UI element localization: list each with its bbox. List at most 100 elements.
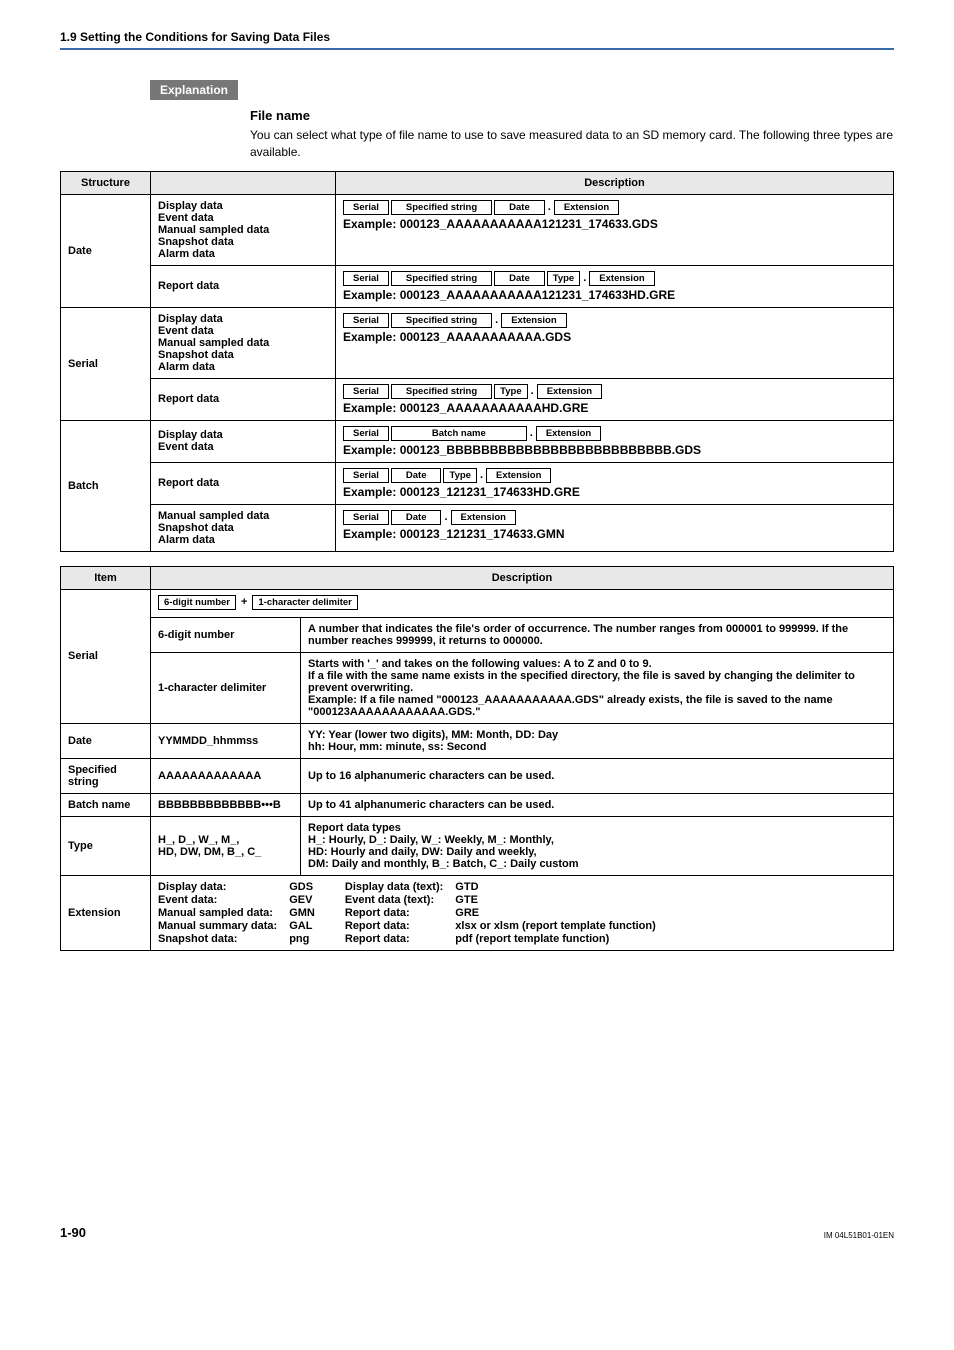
- ext-l-v1: GDS: [289, 881, 315, 893]
- serial-types-2: Report data: [151, 378, 336, 420]
- ext-l-v2: GEV: [289, 894, 315, 906]
- part-date: Date: [494, 200, 545, 215]
- explanation-tag: Explanation: [150, 80, 238, 100]
- part-6digit: 6-digit number: [158, 595, 236, 610]
- batch-desc-3: Serial Date . Extension Example: 000123_…: [336, 504, 894, 551]
- serial-1char-name: 1-character delimiter: [151, 652, 301, 723]
- part-serial: Serial: [343, 426, 389, 441]
- ext-l-k4: Manual summary data:: [158, 920, 277, 932]
- ext-r-v3: GRE: [455, 907, 655, 919]
- item-date: Date: [61, 723, 151, 758]
- ext-l-v5: png: [289, 933, 315, 945]
- specstr-val: AAAAAAAAAAAAA: [151, 758, 301, 793]
- serial-6digit-name: 6-digit number: [151, 617, 301, 652]
- part-ext: Extension: [501, 313, 566, 328]
- part-type: Type: [494, 384, 527, 399]
- ext-l-v3: GMN: [289, 907, 315, 919]
- dot: .: [494, 314, 499, 326]
- ext-r-k1: Display data (text):: [345, 881, 443, 893]
- ext-r-k3: Report data:: [345, 907, 443, 919]
- ext-r-k2: Event data (text):: [345, 894, 443, 906]
- ext-desc: Display data: GDS Event data: GEV Manual s…: [151, 875, 894, 950]
- filename-heading: File name: [250, 108, 894, 123]
- item-type: Type: [61, 816, 151, 875]
- filename-intro: You can select what type of file name to…: [250, 127, 894, 161]
- date-types-1: Display data Event data Manual sampled d…: [151, 194, 336, 265]
- part-ext: Extension: [451, 510, 516, 525]
- struct-batch: Batch: [61, 420, 151, 551]
- serial-6digit-desc: A number that indicates the file's order…: [301, 617, 894, 652]
- ext-l-k2: Event data:: [158, 894, 277, 906]
- date-desc: YY: Year (lower two digits), MM: Month, …: [301, 723, 894, 758]
- structure-table: Structure Description Date Display data …: [60, 171, 894, 552]
- ext-r-k4: Report data:: [345, 920, 443, 932]
- batch-ex-2: Example: 000123_121231_174633HD.GRE: [343, 485, 886, 499]
- ext-l-k1: Display data:: [158, 881, 277, 893]
- batch-desc-2: Serial Date Type . Extension Example: 00…: [336, 462, 894, 504]
- batchname-desc: Up to 41 alphanumeric characters can be …: [301, 793, 894, 816]
- footer-doc: IM 04L51B01-01EN: [824, 1231, 894, 1240]
- part-ext: Extension: [589, 271, 654, 286]
- part-date: Date: [391, 468, 442, 483]
- part-type: Type: [547, 271, 580, 286]
- ext-r-v1: GTD: [455, 881, 655, 893]
- type-desc: Report data types H_: Hourly, D_: Daily,…: [301, 816, 894, 875]
- batch-types-3: Manual sampled data Snapshot data Alarm …: [151, 504, 336, 551]
- date-ex-1: Example: 000123_AAAAAAAAAAA121231_174633…: [343, 217, 886, 231]
- part-date: Date: [494, 271, 545, 286]
- date-val: YYMMDD_hhmmss: [151, 723, 301, 758]
- serial-desc-1: Serial Specified string . Extension Exam…: [336, 307, 894, 378]
- serial-ex-1: Example: 000123_AAAAAAAAAAA.GDS: [343, 330, 886, 344]
- serial-1char-desc: Starts with '_' and takes on the followi…: [301, 652, 894, 723]
- dot: .: [443, 511, 448, 523]
- part-serial: Serial: [343, 200, 389, 215]
- batch-types-1: Display data Event data: [151, 420, 336, 462]
- footer-page: 1-90: [60, 1225, 86, 1240]
- dot: .: [529, 427, 534, 439]
- item-table: Item Description Serial 6-digit number +…: [60, 566, 894, 951]
- ext-r-v2: GTE: [455, 894, 655, 906]
- th-structure: Structure: [61, 171, 151, 194]
- ext-l-k5: Snapshot data:: [158, 933, 277, 945]
- ext-l-k3: Manual sampled data:: [158, 907, 277, 919]
- item-ext: Extension: [61, 875, 151, 950]
- part-date: Date: [391, 510, 442, 525]
- item-specstr: Specified string: [61, 758, 151, 793]
- dot: .: [547, 201, 552, 213]
- struct-date: Date: [61, 194, 151, 307]
- serial-top: 6-digit number + 1-character delimiter: [151, 589, 894, 617]
- date-desc-1: Serial Specified string Date . Extension…: [336, 194, 894, 265]
- part-spec: Specified string: [391, 384, 492, 399]
- date-desc-2: Serial Specified string Date Type . Exte…: [336, 265, 894, 307]
- batchname-val: BBBBBBBBBBBBB•••B: [151, 793, 301, 816]
- batch-types-2: Report data: [151, 462, 336, 504]
- part-spec: Specified string: [391, 200, 492, 215]
- th-blank: [151, 171, 336, 194]
- serial-ex-2: Example: 000123_AAAAAAAAAAAHD.GRE: [343, 401, 886, 415]
- th-item: Item: [61, 566, 151, 589]
- specstr-desc: Up to 16 alphanumeric characters can be …: [301, 758, 894, 793]
- batch-ex-3: Example: 000123_121231_174633.GMN: [343, 527, 886, 541]
- batch-ex-1: Example: 000123_BBBBBBBBBBBBBBBBBBBBBBBB…: [343, 443, 886, 457]
- part-1char: 1-character delimiter: [252, 595, 357, 610]
- part-spec: Specified string: [391, 313, 492, 328]
- page-footer: 1-90 IM 04L51B01-01EN: [0, 1225, 954, 1270]
- part-spec: Specified string: [391, 271, 492, 286]
- batch-desc-1: Serial Batch name . Extension Example: 0…: [336, 420, 894, 462]
- part-serial: Serial: [343, 384, 389, 399]
- type-val: H_, D_, W_, M_, HD, DW, DM, B_, C_: [151, 816, 301, 875]
- part-batch: Batch name: [391, 426, 527, 441]
- ext-l-v4: GAL: [289, 920, 315, 932]
- part-serial: Serial: [343, 510, 389, 525]
- dot: .: [479, 469, 484, 481]
- part-serial: Serial: [343, 271, 389, 286]
- date-types-2: Report data: [151, 265, 336, 307]
- item-serial: Serial: [61, 589, 151, 723]
- item-batchname: Batch name: [61, 793, 151, 816]
- part-ext: Extension: [486, 468, 551, 483]
- section-header: 1.9 Setting the Conditions for Saving Da…: [60, 30, 894, 50]
- ext-r-k5: Report data:: [345, 933, 443, 945]
- serial-types-1: Display data Event data Manual sampled d…: [151, 307, 336, 378]
- date-ex-2: Example: 000123_AAAAAAAAAAA121231_174633…: [343, 288, 886, 302]
- struct-serial: Serial: [61, 307, 151, 420]
